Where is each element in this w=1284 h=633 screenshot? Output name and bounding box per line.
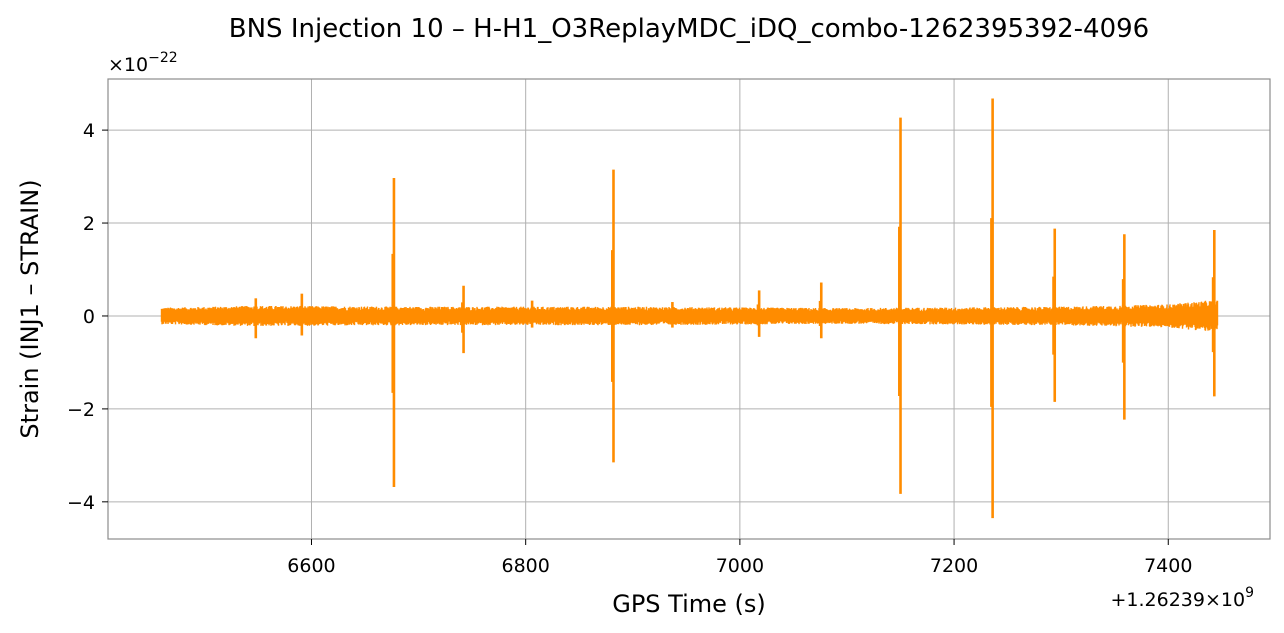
y-multiplier: ×10−22 — [108, 50, 178, 76]
x-offset: +1.26239×109 — [1110, 585, 1254, 611]
x-tick-label: 6600 — [287, 555, 335, 577]
x-tick-label: 7000 — [716, 555, 764, 577]
y-axis-label: Strain (INJ1 – STRAIN) — [16, 179, 44, 438]
strain-trace — [160, 300, 1219, 331]
y-tick-label: −4 — [67, 492, 95, 514]
plot-frame — [107, 78, 1271, 540]
x-offset-exponent: 9 — [1245, 585, 1254, 601]
x-tick-label: 7200 — [930, 555, 978, 577]
x-tick-label: 6800 — [501, 555, 549, 577]
x-tick-label: 7400 — [1144, 555, 1192, 577]
data-series — [160, 98, 1219, 519]
y-tick-label: 0 — [83, 306, 95, 328]
y-multiplier-exponent: −22 — [148, 50, 178, 66]
x-offset-base: +1.26239×10 — [1110, 589, 1245, 611]
y-multiplier-base: ×10 — [108, 54, 148, 76]
y-tick-label: 2 — [83, 213, 95, 235]
y-tick-label: −2 — [67, 399, 95, 421]
axis-ticks: 6600 6800 7000 7200 7400 −4 −2 0 2 4 — [67, 120, 1192, 577]
y-tick-label: 4 — [83, 120, 95, 142]
x-axis-label: GPS Time (s) — [612, 590, 766, 618]
chart-title: BNS Injection 10 – H-H1_O3ReplayMDC_iDQ_… — [229, 14, 1149, 44]
